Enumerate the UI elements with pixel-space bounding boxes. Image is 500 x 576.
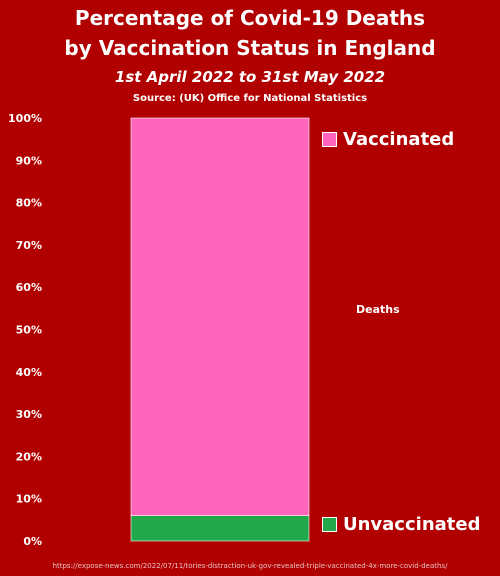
y-tick-label: 70% bbox=[16, 239, 42, 252]
y-tick-label: 50% bbox=[16, 324, 42, 337]
y-tick-label: 90% bbox=[16, 154, 42, 167]
y-tick-label: 80% bbox=[16, 197, 42, 210]
footer-url: https://expose-news.com/2022/07/11/torie… bbox=[52, 562, 448, 570]
legend-vaccinated: Vaccinated bbox=[322, 129, 454, 150]
legend-label-unvaccinated: Unvaccinated bbox=[343, 514, 481, 535]
legend-swatch-unvaccinated bbox=[322, 517, 337, 532]
chart-subtitle: 1st April 2022 to 31st May 2022 bbox=[114, 68, 386, 86]
bar-segment-unvaccinated bbox=[130, 515, 310, 542]
y-tick-label: 30% bbox=[16, 408, 42, 421]
y-tick-label: 100% bbox=[8, 112, 42, 125]
chart-source: Source: (UK) Office for National Statist… bbox=[132, 93, 368, 104]
y-tick-label: 60% bbox=[16, 281, 42, 294]
bar-segment-vaccinated bbox=[130, 117, 310, 516]
y-tick-label: 0% bbox=[23, 535, 42, 548]
category-annotation: Deaths bbox=[356, 303, 400, 316]
chart-title-line-1: Percentage of Covid-19 Deaths bbox=[74, 6, 426, 30]
legend-label-vaccinated: Vaccinated bbox=[343, 129, 455, 150]
legend-unvaccinated: Unvaccinated bbox=[322, 514, 480, 535]
legend-swatch-vaccinated bbox=[322, 132, 337, 147]
y-tick-label: 40% bbox=[16, 366, 42, 379]
y-tick-label: 20% bbox=[16, 450, 42, 463]
y-tick-label: 10% bbox=[16, 493, 42, 506]
chart-title-line-2: by Vaccination Status in England bbox=[64, 36, 436, 60]
